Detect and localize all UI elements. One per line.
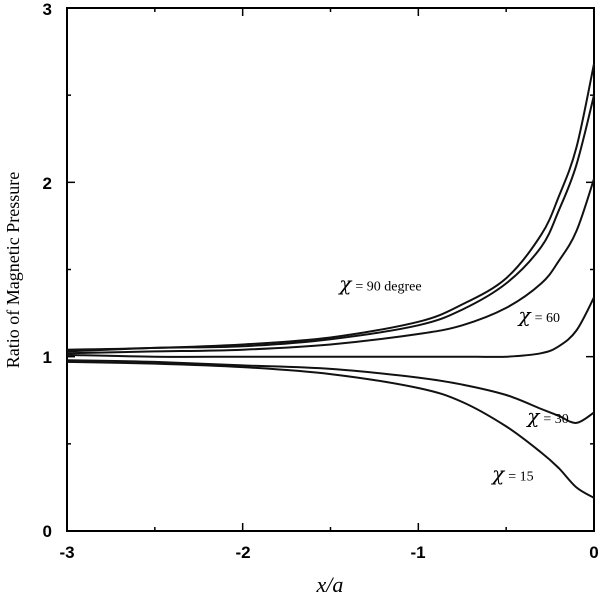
y-tick-label-0: 0 [43, 522, 52, 541]
series-line-1 [66, 63, 595, 351]
x-tick-label-2: -1 [410, 543, 425, 562]
curve-label-3: χ = 30 [525, 404, 569, 428]
series-line-2 [66, 94, 595, 353]
series-line-3 [66, 178, 595, 355]
y-tick-label-2: 2 [43, 174, 52, 193]
y-axis-title: Ratio of Magnetic Pressure [3, 172, 23, 368]
series-line-5 [66, 359, 595, 424]
series-line-4 [66, 296, 595, 358]
y-tick-label-3: 3 [43, 0, 52, 19]
annotation-group: χ = 90 degree χ = 60 χ = 30 χ = 15 [337, 271, 568, 485]
series-line-6 [66, 360, 595, 499]
x-axis-title: x/a [316, 572, 344, 597]
curve-label-1: χ = 90 degree [337, 271, 421, 295]
y-tick-label-1: 1 [43, 348, 52, 367]
curve-label-2: χ = 60 [516, 303, 560, 327]
series-group [66, 63, 595, 499]
x-tick-label-3: 0 [589, 543, 598, 562]
x-tick-label-1: -2 [235, 543, 250, 562]
x-tick-label-0: -3 [59, 543, 74, 562]
curve-label-4: χ = 15 [490, 461, 534, 485]
